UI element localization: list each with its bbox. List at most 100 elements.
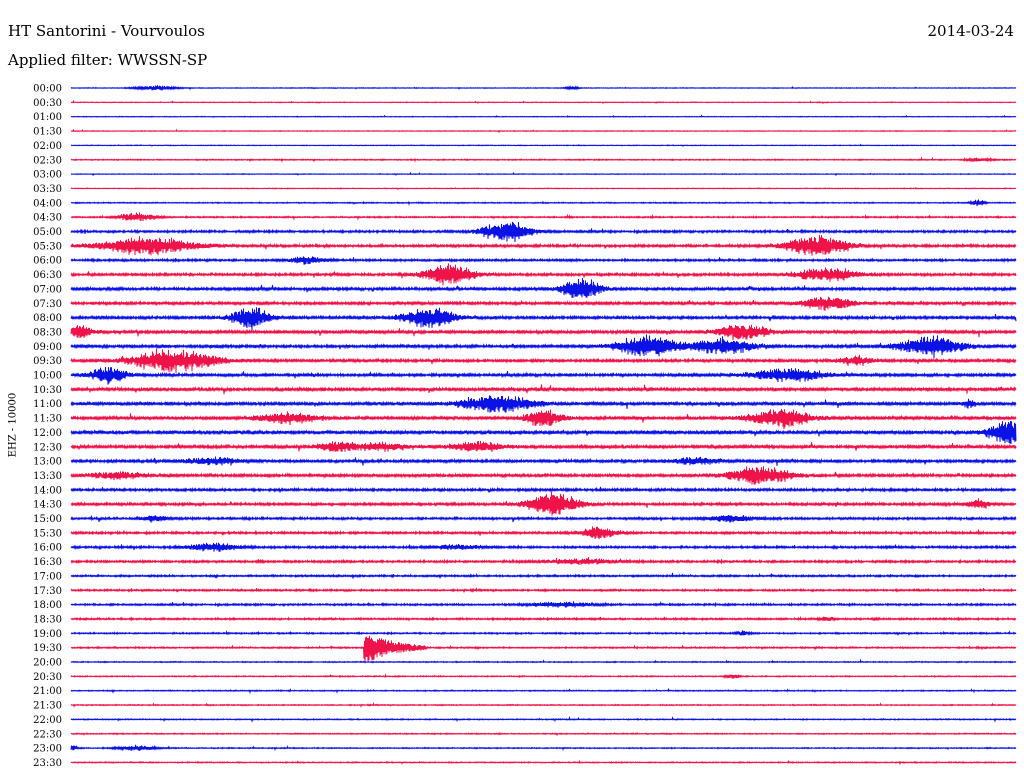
time-label: 15:30: [33, 528, 62, 539]
time-label: 20:30: [33, 672, 62, 683]
trace-line: [70, 600, 1017, 608]
station-title: HT Santorini - Vourvoulos: [8, 22, 205, 40]
trace-line: [70, 731, 1017, 737]
time-label: 11:30: [33, 414, 62, 425]
trace-line: [70, 384, 1017, 395]
time-label: 09:00: [33, 342, 62, 353]
time-label: 13:30: [33, 471, 62, 482]
trace-line: [70, 587, 1017, 593]
time-label: 14:00: [33, 485, 62, 496]
trace-line: [70, 673, 1017, 680]
trace-line: [70, 572, 1017, 579]
time-label: 03:00: [33, 170, 62, 181]
trace-line: [70, 440, 1017, 452]
trace-line: [70, 456, 1017, 466]
trace-line: [70, 278, 1017, 298]
trace-line: [70, 514, 1017, 523]
trace-line: [70, 171, 1017, 177]
trace-line: [70, 615, 1017, 623]
time-label: 05:30: [33, 241, 62, 252]
filter-label: Applied filter: WWSSN-SP: [8, 51, 208, 69]
time-label: 20:00: [33, 658, 62, 669]
time-label: 00:30: [33, 98, 62, 109]
time-label: 04:30: [33, 213, 62, 224]
time-label: 02:30: [33, 155, 62, 166]
time-label: 06:00: [33, 256, 62, 267]
trace-line: [70, 85, 1017, 91]
date-label: 2014-03-24: [927, 22, 1014, 40]
trace-line: [70, 143, 1017, 148]
time-label: 01:00: [33, 112, 62, 123]
trace-line: [70, 296, 1017, 311]
trace-line: [70, 263, 1017, 286]
time-label: 19:00: [33, 629, 62, 640]
time-label: 22:00: [33, 715, 62, 726]
trace-line: [70, 212, 1017, 221]
trace-line: [70, 701, 1017, 708]
time-label: 14:30: [33, 500, 62, 511]
time-label: 13:00: [33, 457, 62, 468]
time-label: 23:30: [33, 758, 62, 769]
time-labels: 00:00 00:30 01:00 01:30 02:00 02:30 03:00 03:30…: [33, 84, 62, 769]
trace-line: [70, 466, 1017, 485]
time-label: 10:30: [33, 385, 62, 396]
time-label: 18:30: [33, 614, 62, 625]
time-label: 21:00: [33, 686, 62, 697]
time-label: 18:00: [33, 600, 62, 611]
trace-line: [70, 128, 1017, 134]
time-label: 02:00: [33, 141, 62, 152]
time-label: 10:00: [33, 371, 62, 382]
trace-line: [70, 542, 1017, 552]
time-label: 12:30: [33, 442, 62, 453]
time-label: 17:30: [33, 586, 62, 597]
trace-line: [70, 409, 1017, 430]
trace-line: [70, 187, 1017, 191]
trace-line: [70, 367, 1017, 385]
time-label: 12:00: [33, 428, 62, 439]
trace-line: [70, 324, 1017, 341]
time-label: 16:00: [33, 543, 62, 554]
time-label: 16:30: [33, 557, 62, 568]
trace-line: [70, 759, 1017, 766]
traces: [70, 85, 1017, 766]
time-label: 03:30: [33, 184, 62, 195]
trace-line: [70, 744, 1017, 752]
time-label: 04:00: [33, 198, 62, 209]
trace-line: [70, 334, 1017, 359]
time-label: 05:00: [33, 227, 62, 238]
trace-line: [70, 491, 1017, 516]
trace-line: [70, 307, 1017, 331]
time-label: 07:30: [33, 299, 62, 310]
time-label: 09:30: [33, 356, 62, 367]
trace-line: [70, 221, 1017, 243]
time-label: 07:00: [33, 284, 62, 295]
trace-line: [70, 687, 1017, 695]
time-label: 17:00: [33, 571, 62, 582]
time-label: 00:00: [33, 84, 62, 95]
time-label: 22:30: [33, 729, 62, 740]
trace-line: [70, 557, 1017, 565]
trace-line: [70, 715, 1017, 723]
trace-line: [70, 395, 1017, 413]
time-label: 08:30: [33, 327, 62, 338]
trace-line: [70, 114, 1017, 119]
trace-line: [70, 486, 1017, 493]
time-label: 19:30: [33, 643, 62, 654]
trace-line: [70, 526, 1017, 540]
time-label: 11:00: [33, 399, 62, 410]
trace-line: [70, 658, 1017, 664]
time-label: 06:30: [33, 270, 62, 281]
trace-line: [70, 99, 1017, 105]
trace-line: [70, 156, 1017, 163]
trace-line: [70, 235, 1017, 256]
time-label: 15:00: [33, 514, 62, 525]
time-label: 08:00: [33, 313, 62, 324]
trace-line: [70, 421, 1017, 444]
trace-line: [70, 199, 1017, 207]
time-label: 21:30: [33, 701, 62, 712]
trace-line: [70, 629, 1017, 637]
trace-line: [70, 256, 1017, 265]
trace-line: [70, 348, 1017, 373]
trace-line: [70, 635, 1017, 664]
